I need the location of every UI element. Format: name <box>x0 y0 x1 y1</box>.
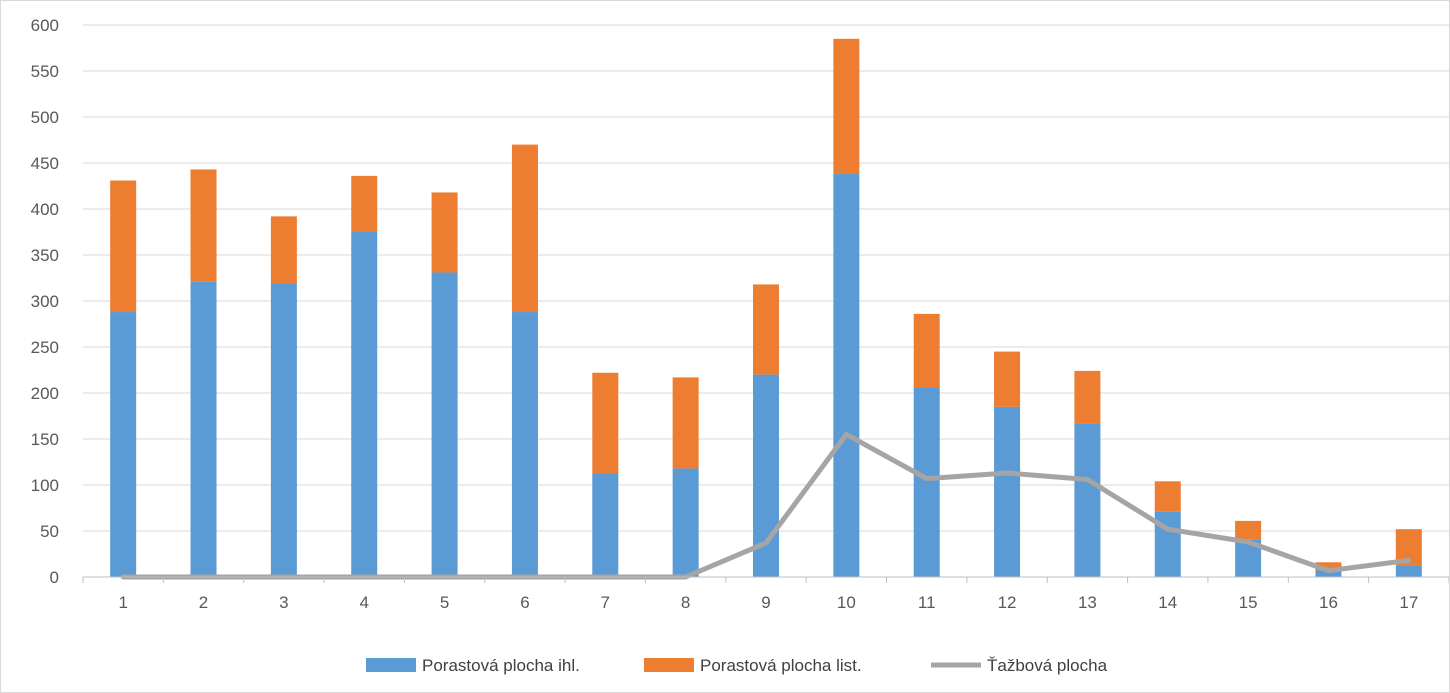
y-tick-label: 250 <box>31 338 59 357</box>
x-axis <box>82 576 1449 583</box>
y-tick-label: 200 <box>31 384 59 403</box>
y-tick-label: 600 <box>31 16 59 35</box>
y-tick-label: 50 <box>40 522 59 541</box>
legend-label: Porastová plocha list. <box>700 656 862 675</box>
bar-segment-list-12 <box>994 351 1021 407</box>
x-tick-label: 7 <box>601 593 610 612</box>
bar-segment-list-1 <box>110 180 137 313</box>
bar-segment-ihl-3 <box>270 283 297 577</box>
y-tick-label: 350 <box>31 246 59 265</box>
bar-segment-ihl-12 <box>994 406 1021 577</box>
legend-label: Porastová plocha ihl. <box>422 656 580 675</box>
x-tick-label: 12 <box>998 593 1017 612</box>
legend-label: Ťažbová plocha <box>987 656 1108 675</box>
bar-segment-ihl-5 <box>431 272 458 577</box>
legend-item-list: Porastová plocha list. <box>644 656 862 675</box>
bar-segment-ihl-2 <box>190 281 217 577</box>
bar-segment-ihl-1 <box>110 312 137 577</box>
y-tick-label: 450 <box>31 154 59 173</box>
bar-segment-ihl-8 <box>672 468 699 577</box>
y-tick-label: 100 <box>31 476 59 495</box>
bar-segment-list-7 <box>592 372 619 474</box>
bar-segment-ihl-13 <box>1074 423 1101 577</box>
legend-swatch <box>644 658 694 672</box>
bar-segment-ihl-6 <box>511 312 538 577</box>
bar-segment-list-9 <box>753 284 779 375</box>
x-tick-label: 11 <box>918 593 936 612</box>
x-tick-label: 3 <box>279 593 288 612</box>
x-tick-label: 1 <box>118 593 127 612</box>
bar-segment-list-13 <box>1074 370 1101 424</box>
bar-segment-ihl-7 <box>592 473 619 577</box>
x-tick-label: 2 <box>199 593 208 612</box>
bars <box>110 38 1422 578</box>
x-tick-label: 15 <box>1239 593 1258 612</box>
bar-segment-list-3 <box>270 216 297 284</box>
bar-segment-ihl-10 <box>833 174 860 578</box>
x-tick-label: 4 <box>360 593 369 612</box>
y-tick-label: 300 <box>31 292 59 311</box>
bar-segment-list-6 <box>511 144 538 313</box>
y-axis-tick-labels: 0 50 100 150 200 250 300 350 400 450 500 550 600 <box>31 16 59 587</box>
x-tick-label: 5 <box>440 593 449 612</box>
x-tick-label: 13 <box>1078 593 1097 612</box>
bar-segment-list-14 <box>1154 481 1181 512</box>
legend-swatch <box>366 658 416 672</box>
x-tick-label: 17 <box>1399 593 1418 612</box>
bar-segment-list-15 <box>1235 520 1262 540</box>
y-tick-label: 400 <box>31 200 59 219</box>
bar-segment-ihl-11 <box>913 387 940 577</box>
y-tick-label: 500 <box>31 108 59 127</box>
y-tick-label: 0 <box>50 568 59 587</box>
x-tick-label: 9 <box>761 593 770 612</box>
bar-segment-list-16 <box>1315 562 1342 571</box>
legend-item-ihl: Porastová plocha ihl. <box>366 656 580 675</box>
bar-segment-list-11 <box>913 313 940 388</box>
x-tick-label: 8 <box>681 593 690 612</box>
bar-segment-ihl-4 <box>351 232 378 577</box>
x-tick-label: 6 <box>520 593 529 612</box>
bar-segment-ihl-16 <box>1315 570 1342 577</box>
bar-segment-list-2 <box>190 169 217 282</box>
bar-segment-list-10 <box>833 38 860 175</box>
x-axis-tick-labels: 1 2 3 4 5 6 7 8 9 10 11 12 13 14 15 16 17 <box>118 593 1418 612</box>
x-tick-label: 10 <box>837 593 856 612</box>
legend-item-tazba: Ťažbová plocha <box>931 656 1108 675</box>
bar-segment-ihl-17 <box>1395 565 1422 577</box>
legend: Porastová plocha ihl. Porastová plocha li… <box>366 656 1108 675</box>
bar-segment-list-5 <box>431 192 458 273</box>
y-tick-label: 550 <box>31 62 59 81</box>
y-tick-label: 150 <box>31 430 59 449</box>
bar-segment-list-4 <box>351 175 378 232</box>
x-tick-label: 16 <box>1319 593 1338 612</box>
x-tick-label: 14 <box>1158 593 1177 612</box>
bar-segment-list-8 <box>672 377 699 469</box>
